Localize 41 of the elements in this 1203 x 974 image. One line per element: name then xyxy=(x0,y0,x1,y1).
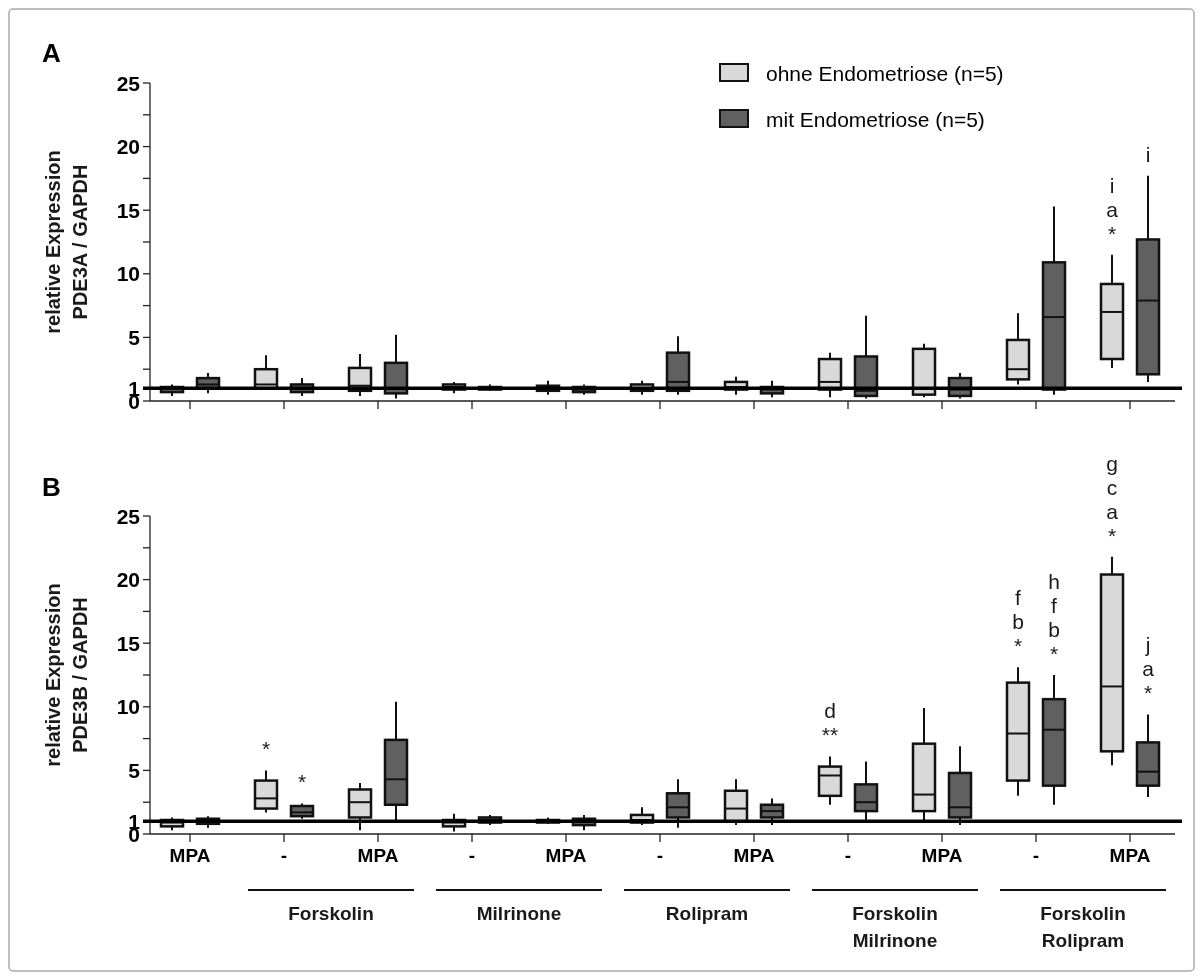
text: d ** xyxy=(821,699,839,747)
legend-label: mit Endometriose (n=5) xyxy=(766,107,985,131)
y-tick-label: 5 xyxy=(128,758,141,782)
x-tick-label: - xyxy=(656,845,664,866)
x-tick-label: MPA xyxy=(733,845,775,866)
y-tick-label: 20 xyxy=(116,568,140,592)
text: i xyxy=(1145,142,1151,166)
text: Forskolin xyxy=(288,903,374,924)
x-tick-label: - xyxy=(280,845,288,866)
y-tick-label: 10 xyxy=(116,262,140,286)
y-tick-label: 15 xyxy=(116,198,141,222)
y-tick-label: 10 xyxy=(116,695,140,719)
y-tick-label: 15 xyxy=(116,631,141,655)
text: * xyxy=(297,770,307,794)
text: h f b * xyxy=(1048,570,1060,665)
x-tick-label: MPA xyxy=(1109,845,1151,866)
x-tick-label: - xyxy=(1032,845,1040,866)
x-tick-label: MPA xyxy=(921,845,963,866)
text: g c a * xyxy=(1106,451,1118,547)
text: Milrinone xyxy=(476,903,562,924)
text: Forskolin Milrinone xyxy=(852,903,938,951)
text: * xyxy=(261,737,271,761)
y-axis-title: relative Expression PDE3A / GAPDH xyxy=(42,150,91,334)
y-tick-label: 25 xyxy=(116,504,141,528)
x-tick-label: MPA xyxy=(545,845,587,866)
chart-title: A xyxy=(42,38,61,68)
text: f b * xyxy=(1012,586,1024,658)
text: Rolipram xyxy=(665,903,749,924)
y-tick-label: 5 xyxy=(128,325,141,349)
y-axis-title: relative Expression PDE3B / GAPDH xyxy=(42,583,91,767)
text: j a * xyxy=(1142,633,1154,705)
x-tick-label: - xyxy=(844,845,852,866)
legend-label: ohne Endometriose (n=5) xyxy=(766,61,1004,85)
x-tick-label: MPA xyxy=(169,845,211,866)
text: i a * xyxy=(1106,173,1118,245)
y-tick-label: 25 xyxy=(116,71,141,95)
x-tick-label: MPA xyxy=(357,845,399,866)
x-tick-label: - xyxy=(468,845,476,866)
text: Forskolin Rolipram xyxy=(1040,903,1126,951)
chart-title: B xyxy=(42,472,61,502)
y-tick-label: 20 xyxy=(116,135,140,159)
